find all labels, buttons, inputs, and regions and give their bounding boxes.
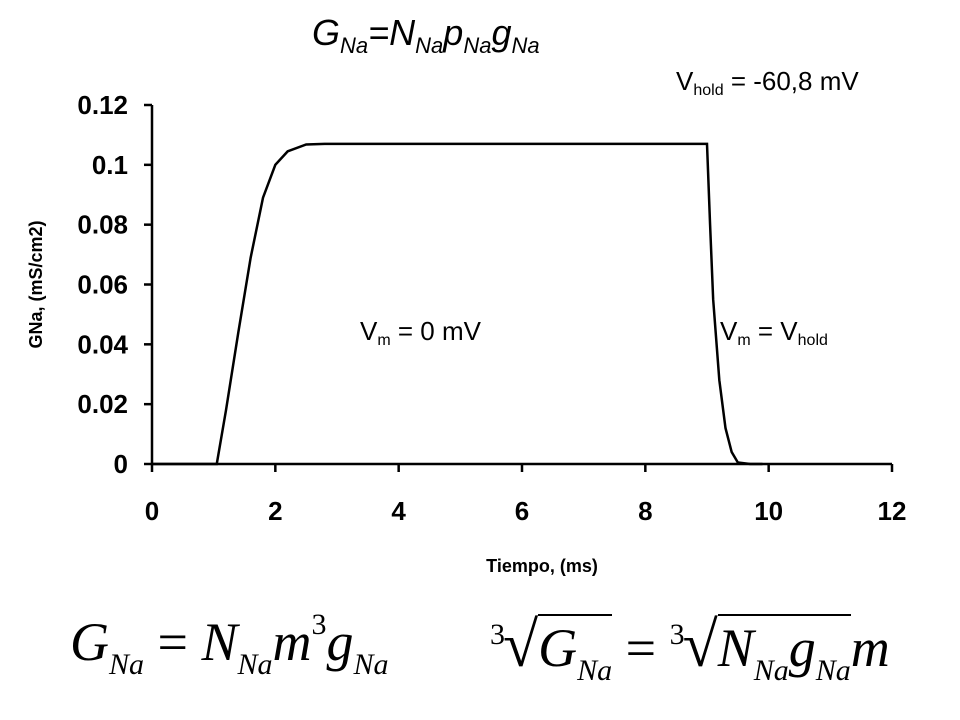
vm-hold-annotation: Vm = Vhold — [720, 316, 828, 349]
holding-voltage-label: Vhold = -60,8 mV — [676, 66, 859, 99]
y-tick-label: 0.12 — [77, 90, 128, 120]
vm-zero-annotation: Vm = 0 mV — [360, 316, 481, 349]
x-tick-label: 10 — [754, 496, 783, 526]
chart-tick-labels: 0 2 4 6 8 10 12 0 0.02 0.04 0.06 0.08 0.1 0.12 — [77, 90, 906, 526]
y-tick-label: 0.1 — [92, 150, 128, 180]
x-tick-label: 8 — [638, 496, 652, 526]
x-tick-label: 4 — [391, 496, 406, 526]
x-axis-title: Tiempo, (ms) — [486, 556, 598, 576]
chart-title: GNa=NNapNagNa — [312, 12, 540, 58]
x-tick-label: 0 — [145, 496, 159, 526]
conductance-equation: GNa = NNam3gNa — [70, 608, 389, 681]
chart-axes — [150, 105, 892, 466]
x-tick-label: 2 — [268, 496, 282, 526]
y-tick-label: 0.04 — [77, 329, 128, 359]
y-tick-label: 0 — [114, 449, 128, 479]
chart-ticks — [144, 103, 894, 472]
cube-root-left: 3√GNa — [490, 609, 613, 687]
cube-root-equation: 3√GNa = 3√NNagNam — [490, 609, 890, 687]
y-tick-label: 0.02 — [77, 389, 128, 419]
y-tick-label: 0.06 — [77, 270, 128, 300]
y-axis-title: GNa, (mS/cm2) — [26, 220, 46, 348]
x-tick-label: 6 — [515, 496, 529, 526]
cube-root-right: 3√NNagNa — [669, 609, 851, 687]
gna-series-line — [152, 142, 763, 466]
y-tick-label: 0.08 — [77, 210, 128, 240]
x-tick-label: 12 — [878, 496, 907, 526]
conductance-chart: 0 2 4 6 8 10 12 0 0.02 0.04 0.06 0.08 0.1 0.12 Tiempo… — [26, 90, 906, 576]
